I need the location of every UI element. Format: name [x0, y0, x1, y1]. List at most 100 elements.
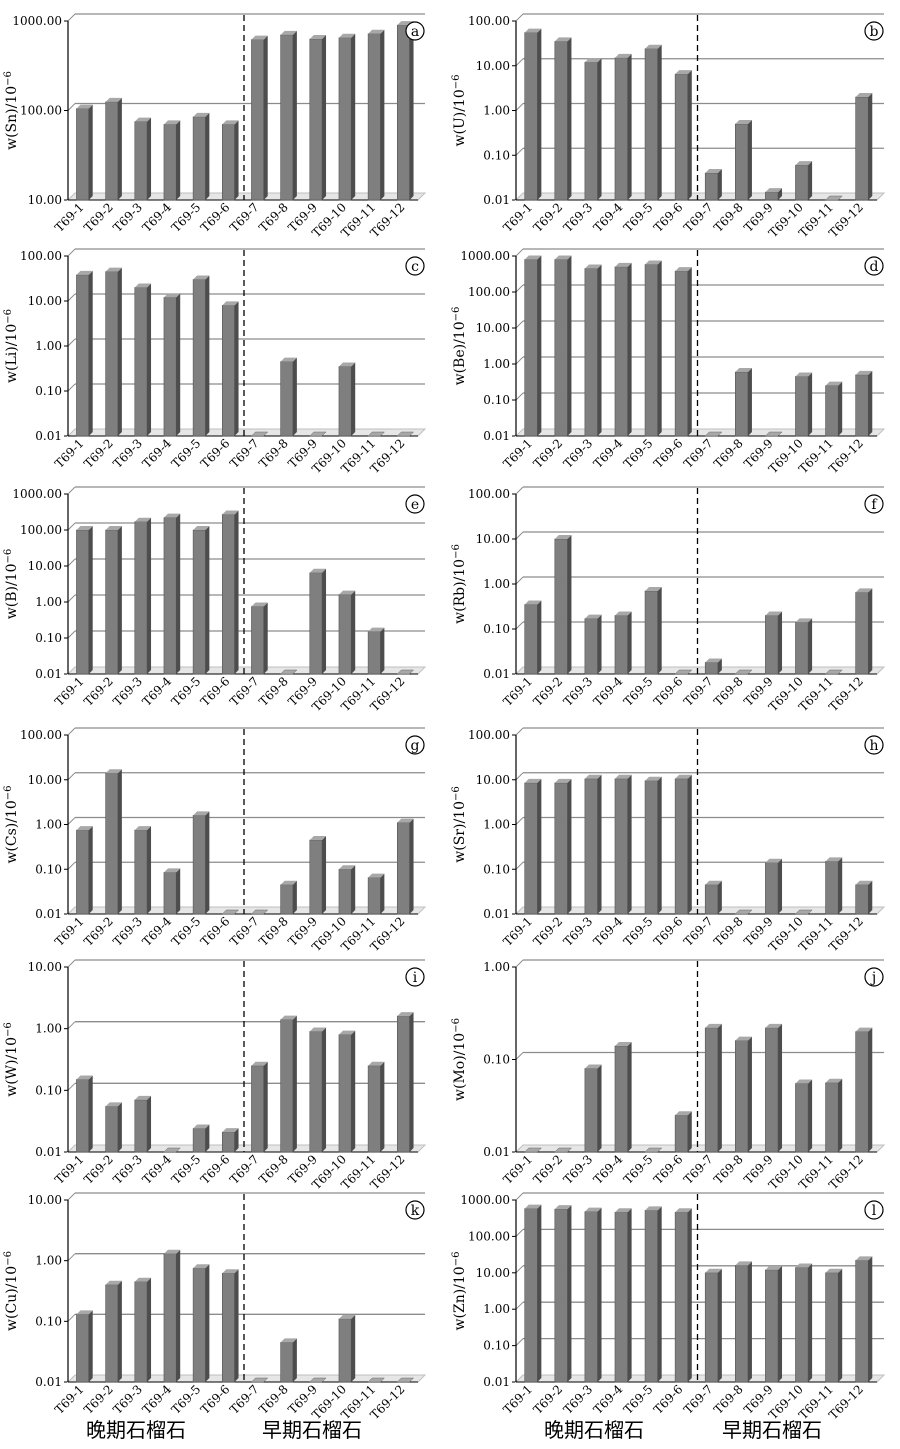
panel-letter: c	[411, 259, 419, 275]
y-tick-label: 10.00	[28, 960, 62, 974]
bar-T69-1	[76, 274, 90, 437]
bar-side-T69-2	[567, 37, 572, 200]
bar-top-T69-9	[309, 1027, 327, 1032]
y-tick-label: 10.00	[476, 59, 510, 73]
x-tick-label: T69-4	[591, 436, 626, 471]
y-tick-label: 1.00	[483, 818, 510, 832]
bar-T69-9	[765, 862, 779, 915]
bar-top-T69-2	[554, 535, 572, 539]
bar-top-T69-3	[584, 774, 602, 779]
bar-side-T69-9	[778, 611, 783, 674]
bar-T69-12	[396, 24, 410, 201]
panel-letter-circle	[864, 494, 884, 514]
y-axis-label: w(Be)/10−6	[451, 307, 469, 386]
y-tick-label: 10.00	[28, 193, 62, 207]
x-tick-label: T69-6	[651, 674, 686, 709]
bar-top-T69-10	[795, 161, 813, 166]
gridline-connector	[515, 817, 524, 825]
bar-top-T69-11	[825, 1078, 843, 1083]
y-tick-label: 1000.00	[460, 1193, 510, 1207]
bar-side-T69-9	[322, 34, 327, 201]
bar-top-T69-7	[705, 1268, 722, 1273]
bar-top-T69-10	[795, 618, 813, 623]
x-tick-label: T69-6	[651, 200, 686, 235]
y-tick-label: 0.10	[483, 862, 510, 876]
bar-top-T69-3	[134, 283, 152, 288]
bar-T69-3	[584, 778, 598, 915]
y-tick-label: 0.10	[483, 393, 510, 407]
bar-T69-1	[524, 259, 538, 437]
bar-top-T69-8	[735, 1036, 752, 1041]
y-tick-label: 1000.00	[12, 487, 62, 501]
bar-T69-6	[221, 514, 235, 675]
y-tick-label: 10.00	[28, 1193, 62, 1207]
bar-T69-4	[614, 615, 628, 675]
bar-side-T69-4	[176, 1249, 181, 1382]
bar-side-T69-8	[747, 367, 752, 436]
chart-panel-a: 10.00100.001000.00T69-1T69-2T69-3T69-4T6…	[3, 13, 427, 240]
bar-T69-3	[584, 1211, 598, 1383]
bar-side-T69-2	[117, 526, 122, 674]
bar-T69-1	[524, 782, 538, 915]
gridline-connector	[67, 1192, 76, 1201]
bar-top-T69-3	[134, 517, 152, 522]
bar-side-T69-1	[88, 826, 93, 914]
bar-side-T69-10	[351, 1314, 356, 1382]
bar-T69-8	[280, 669, 298, 675]
bar-T69-8	[735, 1040, 749, 1153]
bar-T69-6	[221, 305, 235, 437]
bar-top-T69-12	[855, 588, 873, 593]
bar-T69-7	[704, 1272, 719, 1383]
bar-top-T69-3	[584, 614, 602, 619]
y-tick-label: 1.00	[35, 1022, 62, 1036]
bar-T69-8	[735, 123, 749, 201]
bar-T69-7	[704, 1027, 719, 1153]
bar-top-T69-11	[368, 1061, 385, 1066]
bar-side-T69-1	[88, 1310, 93, 1382]
bar-side-T69-8	[292, 880, 297, 914]
bar-T69-10	[338, 1034, 352, 1153]
gridline-connector	[67, 338, 76, 347]
x-tick-label: T69-6	[651, 436, 686, 471]
bar-side-T69-4	[627, 262, 632, 436]
bar-T69-2	[105, 271, 119, 437]
gridline-connector	[67, 558, 76, 567]
x-tick-label: T69-3	[110, 1382, 145, 1417]
gridline-connector	[67, 817, 76, 825]
bar-T69-8	[735, 371, 749, 437]
bar-side-T69-2	[567, 1205, 572, 1382]
bar-T69-11	[825, 1272, 839, 1383]
bar-top-T69-2	[105, 1280, 122, 1285]
bar-top-T69-9	[765, 858, 783, 863]
x-tick-label: T69-3	[110, 436, 145, 471]
bar-top-T69-11	[825, 1268, 843, 1273]
y-tick-label: 10.00	[476, 773, 510, 787]
gridline-connector	[515, 320, 524, 329]
gridline-connector	[67, 861, 76, 870]
bar-T69-8	[735, 1265, 749, 1383]
bar-T69-11	[825, 861, 839, 915]
bar-side-T69-1	[537, 778, 542, 914]
bar-side-T69-6	[234, 510, 239, 674]
bar-side-T69-12	[868, 880, 873, 914]
x-tick-label: T69-8	[711, 1382, 746, 1417]
bar-side-T69-7	[717, 658, 722, 674]
x-tick-label: T69-7	[681, 914, 716, 949]
panel-letter: g	[411, 738, 420, 754]
bar-T69-6	[674, 1114, 689, 1153]
bar-top-T69-12	[855, 370, 873, 375]
x-tick-label: T69-8	[256, 436, 291, 471]
bar-T69-11	[825, 1082, 839, 1153]
bar-side-T69-10	[808, 1079, 813, 1152]
bar-T69-12	[396, 1015, 410, 1153]
bar-top-T69-1	[76, 270, 93, 275]
bar-T69-1	[76, 1079, 90, 1153]
bar-T69-1	[76, 108, 90, 201]
bar-T69-12	[396, 669, 415, 675]
bar-side-T69-2	[117, 97, 122, 200]
bar-side-T69-1	[88, 104, 93, 200]
y-tick-label: 0.01	[483, 1375, 510, 1389]
gridline-connector	[67, 1313, 76, 1322]
bar-T69-1	[76, 1314, 90, 1383]
bar-T69-1	[524, 1147, 542, 1153]
